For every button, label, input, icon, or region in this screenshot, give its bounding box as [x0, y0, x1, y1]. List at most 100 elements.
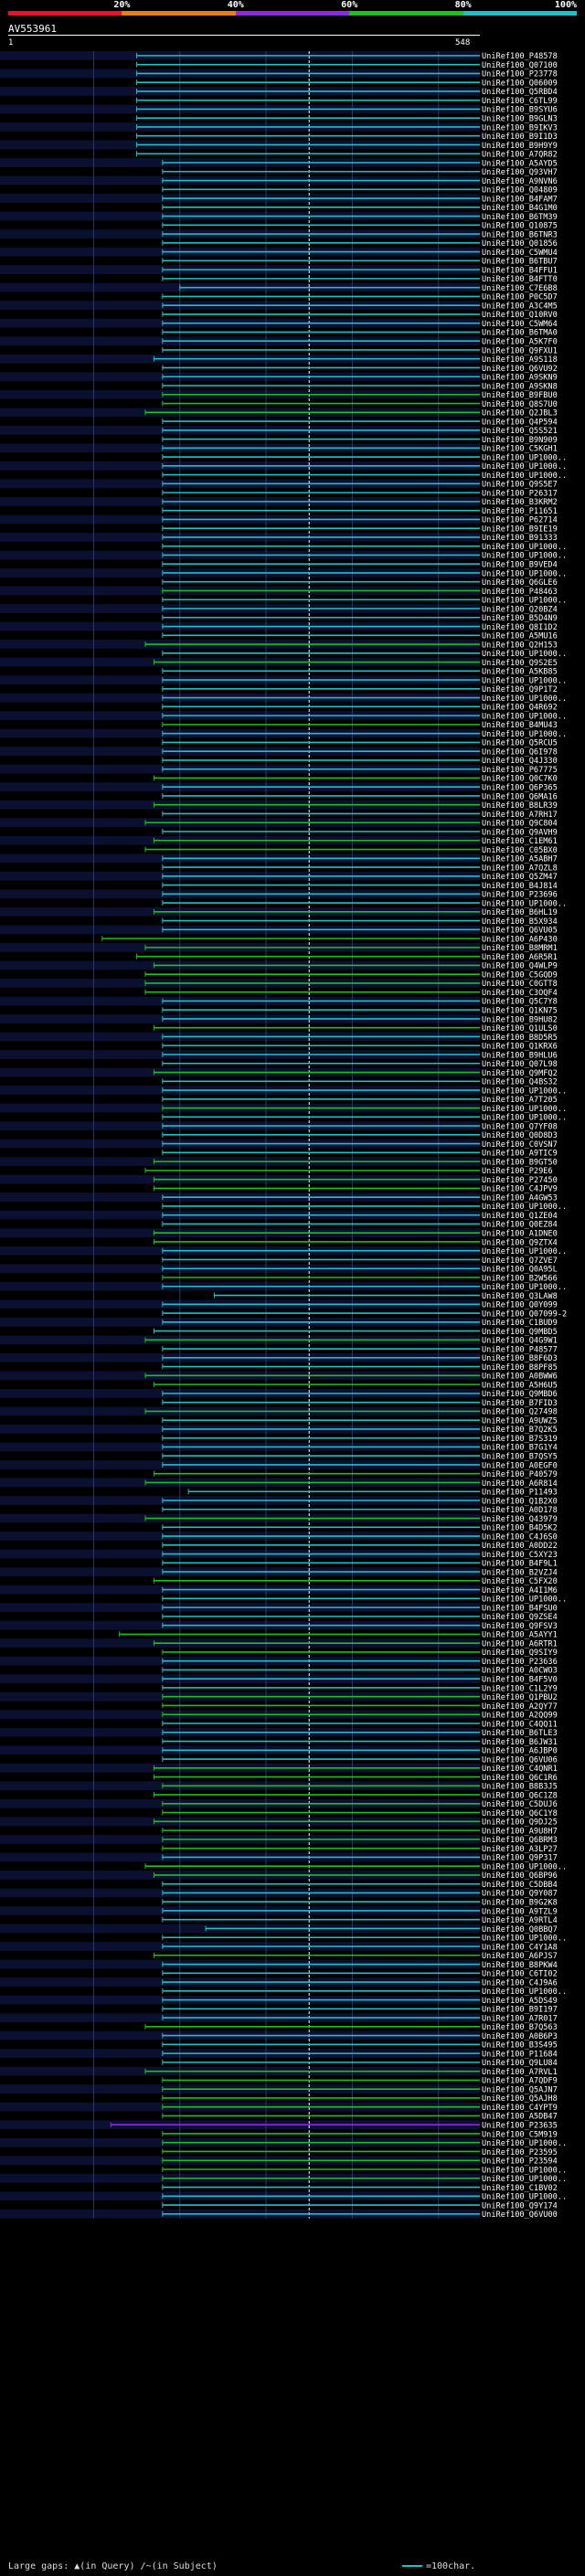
hit-label[interactable]: UniRef100_C5FX20 — [482, 1577, 558, 1586]
hit-label[interactable]: UniRef100_A3C4M5 — [482, 302, 558, 311]
hit-label[interactable]: UniRef100_Q6I978 — [482, 747, 558, 757]
hit-label[interactable]: UniRef100_A5H6U5 — [482, 1381, 558, 1390]
hit-label[interactable]: UniRef100_Q43979 — [482, 1515, 558, 1524]
hit-label[interactable]: UniRef100_A9U8H7 — [482, 1827, 558, 1836]
hit-label[interactable]: UniRef100_B8D5R5 — [482, 1034, 558, 1043]
hit-label[interactable]: UniRef100_P23636 — [482, 1658, 558, 1667]
hit-label[interactable]: UniRef100_B6TNR3 — [482, 230, 558, 239]
hit-label[interactable]: UniRef100_A3LP27 — [482, 1845, 558, 1854]
hit-label[interactable]: UniRef100_C5KGH1 — [482, 445, 558, 454]
hit-label[interactable]: UniRef100_Q9FXU1 — [482, 346, 558, 355]
hit-label[interactable]: UniRef100_B9I197 — [482, 2006, 558, 2015]
hit-label[interactable]: UniRef100_B4FAM7 — [482, 195, 558, 204]
hit-label[interactable]: UniRef100_A5MU16 — [482, 632, 558, 641]
hit-label[interactable]: UniRef100_B2VZJ4 — [482, 1568, 558, 1577]
hit-label[interactable]: UniRef100_UP1000.. — [482, 899, 567, 908]
hit-label[interactable]: UniRef100_A0DD22 — [482, 1542, 558, 1551]
hit-label[interactable]: UniRef100_A0CWO3 — [482, 1667, 558, 1676]
hit-label[interactable]: UniRef100_Q0Y099 — [482, 1301, 558, 1310]
hit-label[interactable]: UniRef100_B3S495 — [482, 2041, 558, 2051]
hit-label[interactable]: UniRef100_Q8S7U0 — [482, 400, 558, 409]
hit-label[interactable]: UniRef100_A9SKN9 — [482, 374, 558, 383]
hit-label[interactable]: UniRef100_C5M919 — [482, 2130, 558, 2139]
hit-label[interactable]: UniRef100_Q1KN75 — [482, 1007, 558, 1016]
hit-label[interactable]: UniRef100_P23696 — [482, 891, 558, 900]
hit-label[interactable]: UniRef100_P23778 — [482, 70, 558, 80]
hit-label[interactable]: UniRef100_B7Q2K5 — [482, 1426, 558, 1435]
hit-label[interactable]: UniRef100_C0GTT8 — [482, 980, 558, 989]
hit-label[interactable]: UniRef100_B6TM39 — [482, 213, 558, 222]
hit-label[interactable]: UniRef100_B7G1Y4 — [482, 1444, 558, 1453]
hit-label[interactable]: UniRef100_Q9ZTX4 — [482, 1238, 558, 1247]
hit-label[interactable]: UniRef100_P11651 — [482, 507, 558, 516]
hit-label[interactable]: UniRef100_Q20BZ4 — [482, 605, 558, 614]
hit-label[interactable]: UniRef100_B7FID3 — [482, 1399, 558, 1408]
hit-label[interactable]: UniRef100_Q9S2E5 — [482, 659, 558, 668]
hit-label[interactable]: UniRef100_Q9DJ25 — [482, 1818, 558, 1828]
hit-label[interactable]: UniRef100_Q4WLP9 — [482, 962, 558, 971]
hit-label[interactable]: UniRef100_B4FTT0 — [482, 275, 558, 284]
hit-label[interactable]: UniRef100_P48578 — [482, 52, 558, 61]
hit-label[interactable]: UniRef100_Q6BP96 — [482, 1871, 558, 1881]
hit-label[interactable]: UniRef100_Q6MA16 — [482, 792, 558, 801]
hit-label[interactable]: UniRef100_Q4P594 — [482, 418, 558, 427]
hit-label[interactable]: UniRef100_A0EGF0 — [482, 1461, 558, 1470]
hit-label[interactable]: UniRef100_B9GT50 — [482, 1158, 558, 1167]
hit-label[interactable]: UniRef100_Q1KRX6 — [482, 1043, 558, 1052]
hit-label[interactable]: UniRef100_UP1000.. — [482, 2139, 567, 2148]
hit-label[interactable]: UniRef100_C4J9A6 — [482, 1978, 558, 1988]
hit-label[interactable]: UniRef100_B8MRM1 — [482, 944, 558, 953]
hit-label[interactable]: UniRef100_B6HL19 — [482, 908, 558, 917]
hit-label[interactable]: UniRef100_Q0D8D3 — [482, 1131, 558, 1140]
hit-label[interactable]: UniRef100_Q4BS32 — [482, 1078, 558, 1087]
hit-label[interactable]: UniRef100_B9IKV3 — [482, 123, 558, 133]
hit-label[interactable]: UniRef100_C5WM64 — [482, 320, 558, 329]
hit-label[interactable]: UniRef100_C0VSN7 — [482, 1140, 558, 1150]
hit-label[interactable]: UniRef100_C4QNR1 — [482, 1765, 558, 1774]
hit-label[interactable]: UniRef100_A2QY77 — [482, 1702, 558, 1712]
hit-label[interactable]: UniRef100_Q6C1R6 — [482, 1774, 558, 1783]
hit-label[interactable]: UniRef100_C1BUD9 — [482, 1319, 558, 1328]
hit-label[interactable]: UniRef100_B4J814 — [482, 882, 558, 891]
hit-label[interactable]: UniRef100_A6RTR1 — [482, 1639, 558, 1648]
hit-label[interactable]: UniRef100_Q9P1T2 — [482, 685, 558, 694]
hit-label[interactable]: UniRef100_B9HLU6 — [482, 1051, 558, 1060]
hit-label[interactable]: UniRef100_Q0EZ84 — [482, 1221, 558, 1230]
hit-label[interactable]: UniRef100_B8PKW4 — [482, 1961, 558, 1970]
hit-label[interactable]: UniRef100_Q9Y087 — [482, 1890, 558, 1899]
hit-label[interactable]: UniRef100_A5DS49 — [482, 1997, 558, 2006]
hit-label[interactable]: UniRef100_A7R017 — [482, 2014, 558, 2023]
hit-label[interactable]: UniRef100_Q10875 — [482, 222, 558, 231]
hit-label[interactable]: UniRef100_A5AYD5 — [482, 159, 558, 168]
hit-label[interactable]: UniRef100_B5X934 — [482, 917, 558, 927]
hit-label[interactable]: UniRef100_A7RH17 — [482, 811, 558, 820]
hit-label[interactable]: UniRef100_Q8I1D2 — [482, 623, 558, 632]
hit-label[interactable]: UniRef100_B4F5V0 — [482, 1676, 558, 1685]
hit-label[interactable]: UniRef100_UP1000.. — [482, 472, 567, 481]
hit-label[interactable]: UniRef100_B9IE19 — [482, 525, 558, 534]
hit-label[interactable]: UniRef100_P0C5D7 — [482, 293, 558, 302]
hit-label[interactable]: UniRef100_C5XY23 — [482, 1551, 558, 1560]
hit-label[interactable]: UniRef100_B6TBU7 — [482, 258, 558, 267]
hit-label[interactable]: UniRef100_B9GLN3 — [482, 115, 558, 124]
hit-label[interactable]: UniRef100_B4FFU1 — [482, 266, 558, 275]
hit-label[interactable]: UniRef100_Q6C1Z8 — [482, 1791, 558, 1800]
hit-label[interactable]: UniRef100_Q6C1Y8 — [482, 1809, 558, 1818]
hit-label[interactable]: UniRef100_P62714 — [482, 516, 558, 525]
hit-label[interactable]: UniRef100_A9UWZ5 — [482, 1416, 558, 1426]
hit-label[interactable]: UniRef100_Q5C7Y8 — [482, 998, 558, 1007]
hit-label[interactable]: UniRef100_B9G2K8 — [482, 1899, 558, 1908]
hit-label[interactable]: UniRef100_Q1PBU2 — [482, 1693, 558, 1702]
hit-label[interactable]: UniRef100_UP1000.. — [482, 1087, 567, 1096]
hit-label[interactable]: UniRef100_UP1000.. — [482, 2193, 567, 2202]
hit-label[interactable]: UniRef100_B4D5K2 — [482, 1524, 558, 1533]
hit-label[interactable]: UniRef100_B4MU43 — [482, 721, 558, 730]
hit-label[interactable]: UniRef100_UP1000.. — [482, 1114, 567, 1123]
hit-label[interactable]: UniRef100_C1BV02 — [482, 2184, 558, 2193]
hit-label[interactable]: UniRef100_B8LR39 — [482, 801, 558, 811]
hit-label[interactable]: UniRef100_A4I1M6 — [482, 1586, 558, 1595]
hit-label[interactable]: UniRef100_Q0A95L — [482, 1266, 558, 1275]
hit-label[interactable]: UniRef100_Q04809 — [482, 186, 558, 196]
hit-label[interactable]: UniRef100_B8B3J5 — [482, 1783, 558, 1792]
hit-label[interactable]: UniRef100_C1L2Y9 — [482, 1684, 558, 1693]
